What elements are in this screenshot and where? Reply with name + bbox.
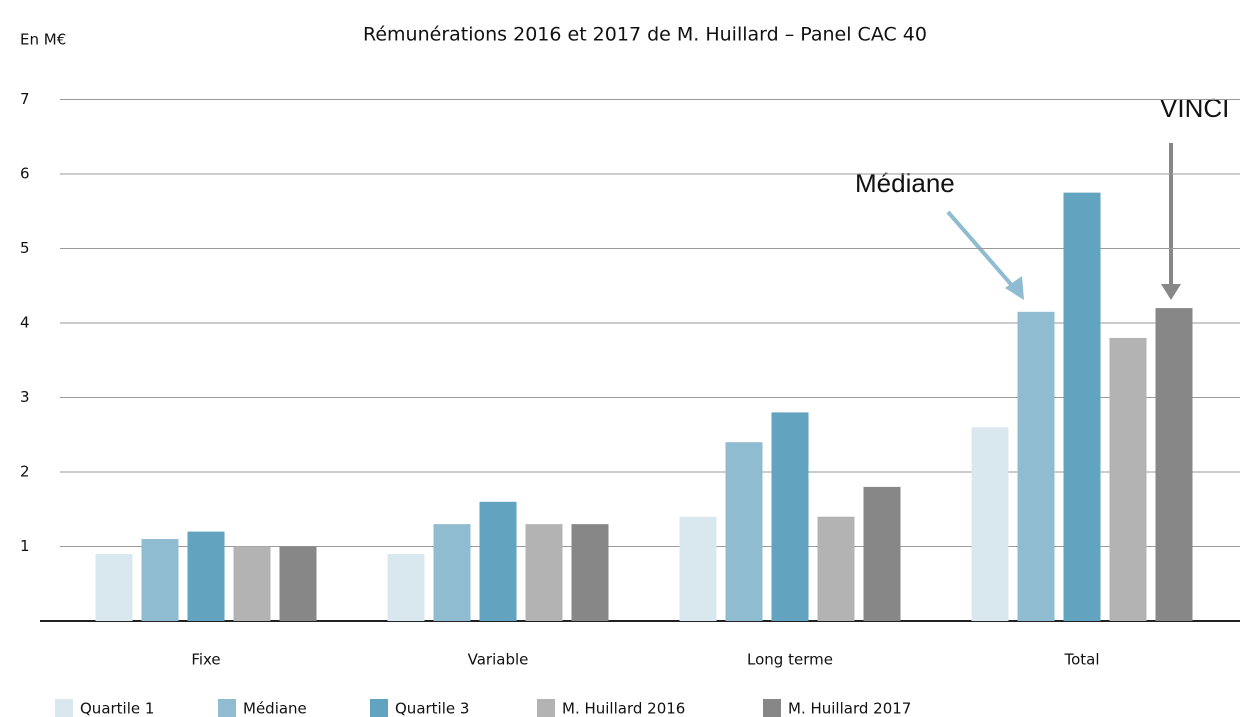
x-tick-label: Variable [468,651,529,669]
annotation-arrowhead [1005,276,1024,300]
legend-swatch [537,699,555,717]
y-tick-label: 5 [20,239,30,257]
y-tick-label: 7 [20,90,30,108]
legend-swatch [55,699,73,717]
legend-swatch [763,699,781,717]
bar [433,524,471,621]
bar [187,531,225,621]
bar [479,501,517,621]
legend-swatch [218,699,236,717]
bar [863,486,901,621]
legend-label: Quartile 3 [395,700,469,717]
annotation-arrow [946,210,1018,292]
bar [725,442,763,621]
y-tick-label: 1 [20,537,30,555]
legend-label: M. Huillard 2017 [788,700,911,717]
bar [95,553,133,621]
annotation-arrowhead [1161,284,1181,300]
x-tick-label: Long terme [747,651,833,669]
annotation: Médiane [855,168,955,198]
y-tick-label: 6 [20,165,30,183]
bar [679,516,717,621]
bar [971,427,1009,621]
legend-label: M. Huillard 2016 [562,700,685,717]
legend-swatch [370,699,388,717]
bar [1109,337,1147,621]
y-tick-label: 2 [20,463,30,481]
y-tick-label: 4 [20,314,30,332]
bar [1155,308,1193,621]
x-tick-label: Fixe [191,651,220,669]
x-tick-label: Total [1063,651,1099,669]
bar [571,524,609,621]
legend-label: Médiane [243,700,307,717]
y-unit-label: En M€ [20,31,66,49]
bar [1017,311,1055,621]
bar [233,546,271,621]
bar [1063,192,1101,621]
legend-label: Quartile 1 [80,700,154,717]
bar [279,546,317,621]
bar [771,412,809,621]
y-tick-label: 3 [20,388,30,406]
bar [141,539,179,621]
chart-title: Rémunérations 2016 et 2017 de M. Huillar… [363,24,927,46]
bar [387,553,425,621]
annotation: VINCI [1160,93,1229,123]
bar [525,524,563,621]
bar [817,516,855,621]
